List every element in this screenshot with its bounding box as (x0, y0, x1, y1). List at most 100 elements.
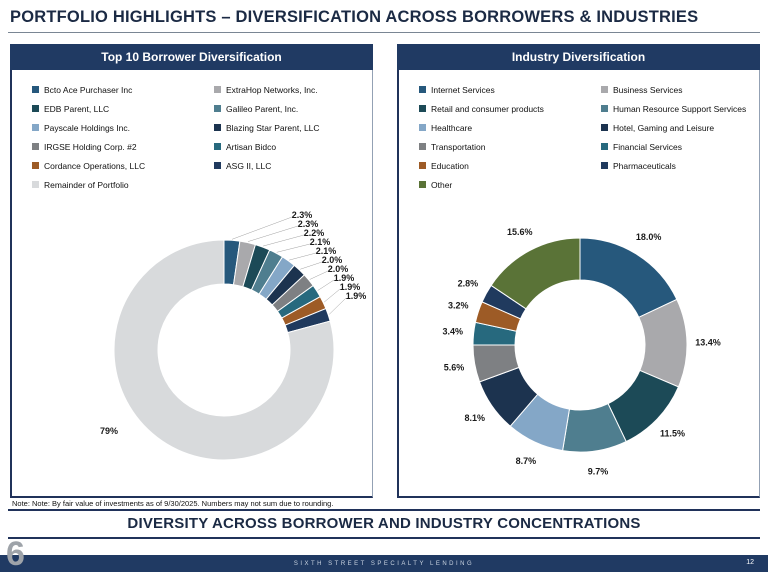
legend-item: IRGSE Holding Corp. #2 (32, 141, 210, 152)
legend-swatch (32, 124, 39, 131)
legend-item: Artisan Bidco (214, 141, 366, 152)
slice-percentage-label: 3.2% (448, 300, 469, 310)
legend-swatch (419, 143, 426, 150)
legend-label: Blazing Star Parent, LLC (226, 122, 320, 133)
legend-label: EDB Parent, LLC (44, 103, 110, 114)
title-divider (8, 32, 760, 33)
legend-item: Financial Services (601, 141, 753, 152)
label-leader-line (262, 234, 305, 247)
legend-item: Human Resource Support Services (601, 103, 753, 114)
borrower-panel: Top 10 Borrower Diversification Bcto Ace… (10, 44, 373, 498)
legend-item: ASG II, LLC (214, 160, 366, 171)
slice-percentage-label: 18.0% (636, 232, 662, 242)
legend-item: Pharmaceuticals (601, 160, 753, 171)
footnote: Note: Note: By fair value of investments… (12, 499, 334, 508)
legend-swatch (32, 181, 39, 188)
legend-swatch (214, 162, 221, 169)
legend-item: Blazing Star Parent, LLC (214, 122, 366, 133)
page-number: 6 (6, 535, 25, 572)
slice-percentage-label: 1.9% (334, 273, 355, 283)
label-leader-line (300, 261, 323, 270)
legend-swatch (601, 124, 608, 131)
legend-label: Financial Services (613, 141, 682, 152)
legend-label: Business Services (613, 84, 683, 95)
legend-label: Payscale Holdings Inc. (44, 122, 130, 133)
slice-percentage-label: 8.7% (516, 456, 537, 466)
legend-swatch (601, 143, 608, 150)
legend-swatch (32, 143, 39, 150)
legend-label: ASG II, LLC (226, 160, 272, 171)
slice-percentage-label: 2.3% (298, 219, 319, 229)
legend-label: Bcto Ace Purchaser Inc (44, 84, 133, 95)
legend-label: Galileo Parent, Inc. (226, 103, 299, 114)
legend-swatch (419, 124, 426, 131)
legend-swatch (32, 86, 39, 93)
legend-item: Payscale Holdings Inc. (32, 122, 210, 133)
industry-panel-body: Internet Services Business Services Retail… (397, 70, 760, 498)
legend-item: ExtraHop Networks, Inc. (214, 84, 366, 95)
legend-swatch (419, 86, 426, 93)
legend-item: Cordance Operations, LLC (32, 160, 210, 171)
label-leader-line (317, 279, 335, 291)
slice-percentage-label: 9.7% (588, 467, 609, 477)
legend-label: Other (431, 179, 453, 190)
legend-label: Artisan Bidco (226, 141, 277, 152)
slice-percentage-label: 2.3% (292, 210, 313, 220)
industry-donut-chart: 18.0% 13.4% 11.5% 9.7% 8.7% 8.1% 5.6% 3.4% 3.2% 2… (442, 227, 721, 477)
borrower-legend: Bcto Ace Purchaser Inc ExtraHop Networks,… (12, 70, 372, 190)
legend-label: Education (431, 160, 469, 171)
legend-swatch (214, 86, 221, 93)
slice-percentage-label: 2.1% (316, 246, 337, 256)
legend-item: Healthcare (419, 122, 597, 133)
slice-percentage-label: 13.4% (695, 338, 721, 348)
borrower-panel-body: Bcto Ace Purchaser Inc ExtraHop Networks,… (10, 70, 373, 498)
footer-bar: SIXTH STREET SPECIALTY LENDING 12 (0, 555, 768, 572)
slice-percentage-label: 1.9% (346, 291, 367, 301)
donut-slice (490, 237, 581, 310)
legend-item: Other (419, 179, 597, 190)
legend-label: Healthcare (431, 122, 473, 133)
legend-item: Internet Services (419, 84, 597, 95)
label-leader-line (309, 270, 329, 280)
slice-percentage-label: 2.0% (322, 255, 343, 265)
slice-percentage-label: 79% (100, 426, 118, 436)
industry-panel-header: Industry Diversification (397, 44, 760, 70)
legend-label: Remainder of Portfolio (44, 179, 129, 190)
legend-label: IRGSE Holding Corp. #2 (44, 141, 137, 152)
borrower-donut-chart: 2.3%2.3%2.2%2.1%2.1%2.0%2.0%1.9%1.9%1.9%… (100, 210, 367, 461)
legend-swatch (32, 162, 39, 169)
legend-item: EDB Parent, LLC (32, 103, 210, 114)
slice-percentage-label: 3.4% (442, 326, 463, 336)
legend-swatch (419, 105, 426, 112)
legend-item: Bcto Ace Purchaser Inc (32, 84, 210, 95)
slice-percentage-label: 2.8% (458, 278, 479, 288)
label-leader-line (231, 216, 293, 240)
legend-item: Retail and consumer products (419, 103, 597, 114)
legend-item: Business Services (601, 84, 753, 95)
legend-label: Hotel, Gaming and Leisure (613, 122, 715, 133)
label-leader-line (323, 288, 341, 303)
page-title: PORTFOLIO HIGHLIGHTS – DIVERSIFICATION A… (10, 8, 699, 26)
donut-slice (579, 237, 678, 318)
banner: DIVERSITY ACROSS BORROWER AND INDUSTRY C… (8, 509, 760, 539)
legend-item: Transportation (419, 141, 597, 152)
slice-percentage-label: 11.5% (660, 428, 685, 438)
legend-label: Cordance Operations, LLC (44, 160, 146, 171)
borrower-panel-header: Top 10 Borrower Diversification (10, 44, 373, 70)
legend-swatch (214, 124, 221, 131)
legend-swatch (419, 181, 426, 188)
footer-company: SIXTH STREET SPECIALTY LENDING (293, 560, 475, 567)
legend-swatch (214, 143, 221, 150)
legend-item: Remainder of Portfolio (32, 179, 210, 190)
legend-label: Pharmaceuticals (613, 160, 676, 171)
label-leader-line (289, 252, 317, 261)
industry-legend: Internet Services Business Services Retail… (399, 70, 759, 190)
legend-swatch (214, 105, 221, 112)
donut-slice (113, 239, 335, 461)
banner-title: DIVERSITY ACROSS BORROWER AND INDUSTRY C… (127, 515, 641, 532)
legend-label: Transportation (431, 141, 486, 152)
label-leader-line (276, 243, 311, 253)
legend-label: Human Resource Support Services (613, 103, 747, 114)
legend-item: Galileo Parent, Inc. (214, 103, 366, 114)
legend-item: Hotel, Gaming and Leisure (601, 122, 753, 133)
